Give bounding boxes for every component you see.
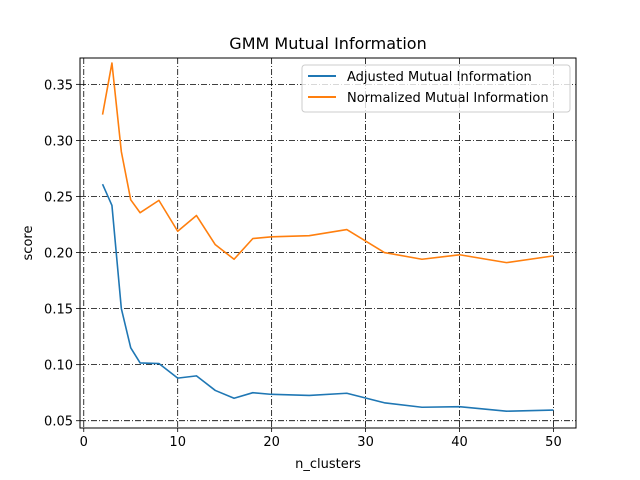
y-axis-ticks: 0.05 0.10 0.15 0.20 0.25 0.30 0.35 [44,78,80,430]
y-tick-label: 0.20 [44,247,73,262]
x-tick-label: 50 [545,435,562,450]
series-line-0 [101,183,554,412]
y-axis-title: score [21,226,36,261]
legend-label-adjusted: Adjusted Mutual Information [347,70,532,85]
x-tick-label: 0 [80,435,88,450]
chart-title: GMM Mutual Information [229,34,426,53]
legend: Adjusted Mutual Information Normalized M… [301,64,571,113]
y-tick-label: 0.25 [44,190,73,205]
x-tick-label: 30 [357,435,374,450]
legend-label-normalized: Normalized Mutual Information [347,91,549,106]
y-tick-label: 0.05 [44,415,73,430]
x-axis-title: n_clusters [295,457,361,472]
x-tick-label: 10 [169,435,186,450]
x-tick-label: 40 [451,435,468,450]
y-tick-label: 0.10 [44,359,73,374]
y-tick-label: 0.15 [44,303,73,318]
grid-lines [80,58,576,428]
y-tick-label: 0.30 [44,134,73,149]
series-line-1 [101,62,554,264]
plot-area-frame [79,57,577,429]
series-lines [101,62,554,412]
legend-box [301,64,571,113]
x-tick-label: 20 [263,435,280,450]
y-tick-label: 0.35 [44,78,73,93]
x-axis-ticks: 0 10 20 30 40 50 [80,428,562,450]
